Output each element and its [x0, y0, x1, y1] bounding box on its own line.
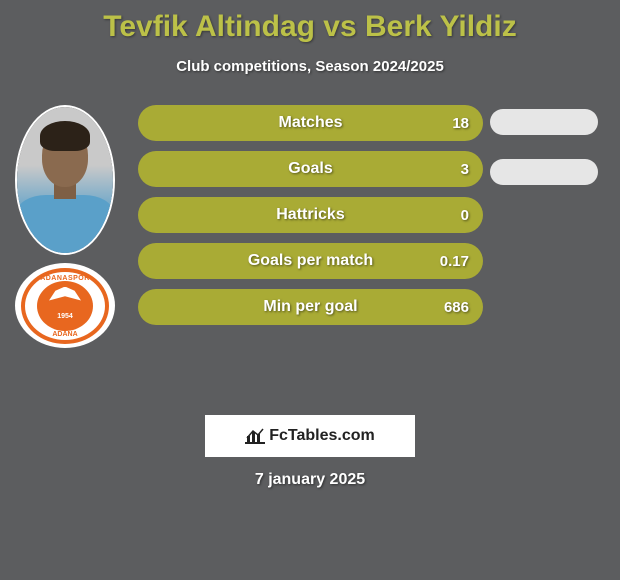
team-logo-inner: 1954 — [37, 281, 93, 331]
team-logo-ring: ADANASPOR 1954 ADANA — [21, 268, 109, 344]
watermark-badge: FcTables.com — [205, 415, 415, 457]
team-logo-bird-icon — [49, 287, 81, 301]
player-right-column — [490, 105, 610, 209]
comparison-content: ADANASPOR 1954 ADANA Matches 18 Goals 3 … — [0, 105, 620, 395]
stat-value-left: 0 — [461, 207, 469, 224]
player-left-team-logo: ADANASPOR 1954 ADANA — [15, 263, 115, 348]
generation-date: 7 january 2025 — [0, 471, 620, 489]
player-left-avatar — [15, 105, 115, 255]
stat-row-goals: Goals 3 — [138, 151, 483, 187]
subtitle: Club competitions, Season 2024/2025 — [0, 58, 620, 75]
stat-value-left: 18 — [452, 115, 469, 132]
page-title: Tevfik Altindag vs Berk Yildiz — [0, 0, 620, 44]
stat-label: Matches — [138, 114, 483, 132]
stat-label: Hattricks — [138, 206, 483, 224]
player-left-column: ADANASPOR 1954 ADANA — [10, 105, 120, 348]
stat-label: Goals — [138, 160, 483, 178]
right-placeholder-pill — [490, 159, 598, 185]
avatar-hair — [40, 121, 90, 151]
stat-value-left: 0.17 — [440, 253, 469, 270]
chart-icon — [245, 428, 265, 444]
stat-label: Goals per match — [138, 252, 483, 270]
stat-row-matches: Matches 18 — [138, 105, 483, 141]
stats-column: Matches 18 Goals 3 Hattricks 0 Goals per… — [138, 105, 483, 335]
stat-row-goals-per-match: Goals per match 0.17 — [138, 243, 483, 279]
stat-value-left: 3 — [461, 161, 469, 178]
avatar-shirt — [17, 195, 113, 253]
stat-row-min-per-goal: Min per goal 686 — [138, 289, 483, 325]
team-logo-bottom-text: ADANA — [25, 331, 105, 338]
stat-row-hattricks: Hattricks 0 — [138, 197, 483, 233]
team-logo-year: 1954 — [37, 313, 93, 320]
stat-value-left: 686 — [444, 299, 469, 316]
stat-label: Min per goal — [138, 298, 483, 316]
right-placeholder-pill — [490, 109, 598, 135]
watermark-text: FcTables.com — [269, 427, 375, 445]
